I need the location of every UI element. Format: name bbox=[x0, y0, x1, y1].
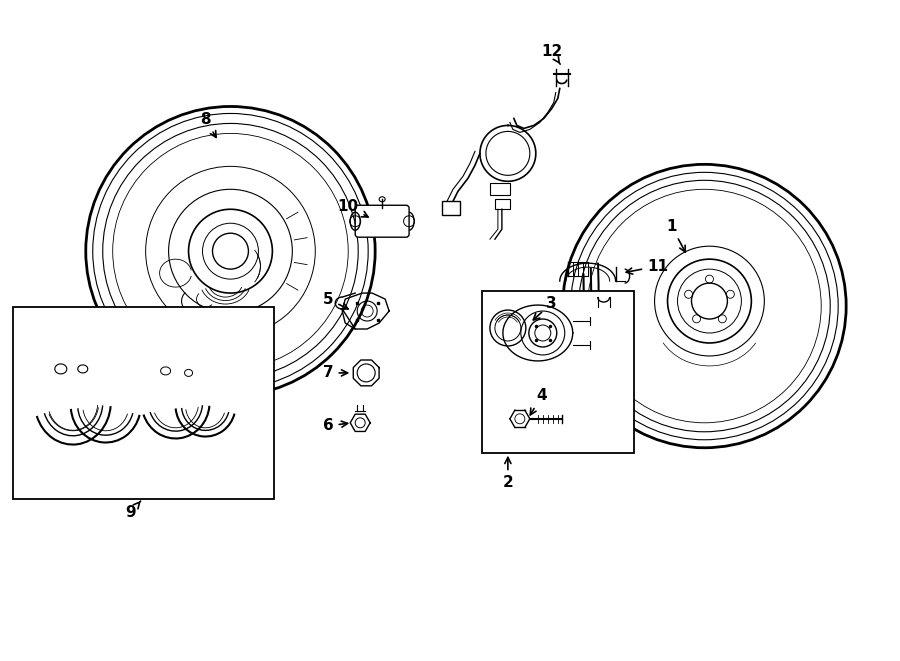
Text: 12: 12 bbox=[541, 44, 562, 64]
Text: 4: 4 bbox=[530, 389, 547, 415]
Text: 6: 6 bbox=[323, 418, 347, 434]
Text: 9: 9 bbox=[125, 501, 140, 520]
Bar bbox=[482, 291, 634, 453]
Text: 11: 11 bbox=[626, 258, 668, 274]
Bar bbox=[13, 307, 274, 498]
Text: 3: 3 bbox=[534, 295, 557, 320]
Text: 5: 5 bbox=[323, 292, 348, 309]
Text: 2: 2 bbox=[502, 457, 513, 490]
Text: 10: 10 bbox=[338, 199, 368, 217]
FancyBboxPatch shape bbox=[356, 206, 410, 237]
Bar bbox=[442, 201, 460, 215]
Bar bbox=[495, 199, 510, 210]
Bar bbox=[490, 183, 510, 195]
Text: 7: 7 bbox=[323, 366, 347, 381]
Text: 1: 1 bbox=[666, 219, 685, 252]
Text: 8: 8 bbox=[200, 112, 216, 137]
